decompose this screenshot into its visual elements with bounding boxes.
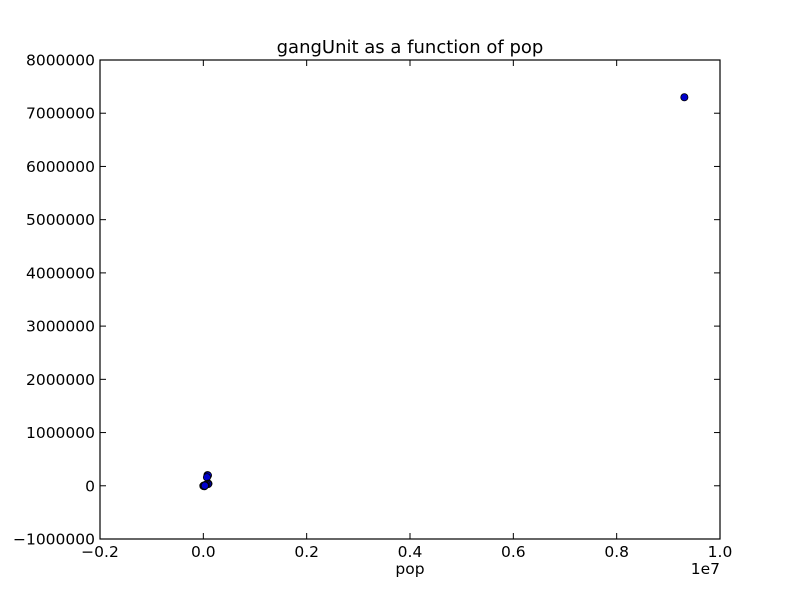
y-tick-label: 1000000: [26, 424, 95, 442]
x-tick-label: 0.2: [294, 543, 319, 561]
y-tick-label: 4000000: [26, 264, 95, 282]
axis-ticks: [99, 59, 721, 540]
x-tick-label: −0.2: [81, 543, 119, 561]
x-tick-label: 0.6: [501, 543, 526, 561]
x-axis-label: pop: [395, 560, 424, 578]
y-tick-label: 7000000: [26, 105, 95, 123]
chart-title: gangUnit as a function of pop: [277, 37, 544, 58]
data-points: [199, 93, 689, 491]
x-tick-label: 0.4: [398, 543, 423, 561]
y-tick-label: 0: [85, 477, 95, 495]
data-point: [680, 93, 689, 102]
x-tick-label: 1.0: [708, 543, 733, 561]
y-tick-label: 3000000: [26, 318, 95, 336]
y-tick-label: 6000000: [26, 158, 95, 176]
x-offset-label: 1e7: [691, 560, 720, 578]
plot-area: [99, 59, 721, 540]
x-tick-label: 0.8: [604, 543, 629, 561]
y-tick-label: 5000000: [26, 211, 95, 229]
y-tick-label: −1000000: [13, 531, 95, 549]
y-tick-label: 8000000: [26, 52, 95, 70]
data-point: [200, 481, 209, 490]
x-tick-label: 0.0: [191, 543, 216, 561]
axis-tick-labels: −0.2 0.0 0.2 0.4 0.6 0.8 1.0 −1000000 0 1000000 20…: [13, 52, 732, 562]
y-tick-label: 2000000: [26, 371, 95, 389]
